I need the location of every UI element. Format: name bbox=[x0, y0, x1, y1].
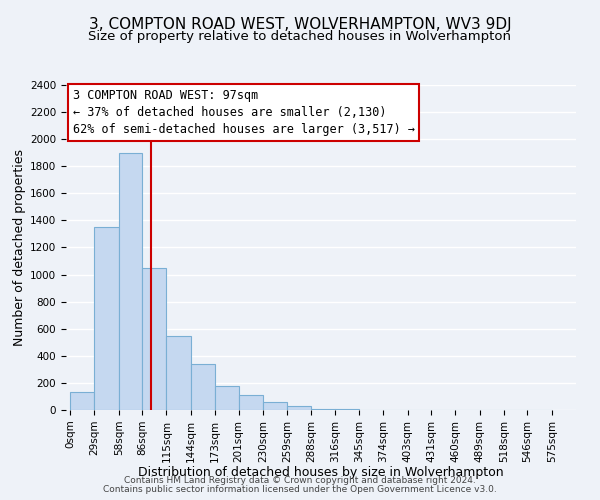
Bar bbox=[263, 402, 287, 410]
Bar bbox=[70, 392, 94, 410]
X-axis label: Distribution of detached houses by size in Wolverhampton: Distribution of detached houses by size … bbox=[138, 466, 504, 479]
Text: Size of property relative to detached houses in Wolverhampton: Size of property relative to detached ho… bbox=[89, 30, 511, 43]
Text: Contains HM Land Registry data © Crown copyright and database right 2024.: Contains HM Land Registry data © Crown c… bbox=[124, 476, 476, 485]
Bar bbox=[166, 336, 191, 410]
Y-axis label: Number of detached properties: Number of detached properties bbox=[13, 149, 26, 346]
Bar bbox=[287, 406, 311, 410]
Bar bbox=[119, 152, 142, 410]
Bar bbox=[239, 395, 263, 410]
Bar bbox=[191, 364, 215, 410]
Text: 3, COMPTON ROAD WEST, WOLVERHAMPTON, WV3 9DJ: 3, COMPTON ROAD WEST, WOLVERHAMPTON, WV3… bbox=[89, 18, 511, 32]
Bar bbox=[142, 268, 166, 410]
Text: 3 COMPTON ROAD WEST: 97sqm
← 37% of detached houses are smaller (2,130)
62% of s: 3 COMPTON ROAD WEST: 97sqm ← 37% of deta… bbox=[73, 89, 415, 136]
Bar bbox=[215, 386, 239, 410]
Text: Contains public sector information licensed under the Open Government Licence v3: Contains public sector information licen… bbox=[103, 485, 497, 494]
Bar bbox=[94, 227, 119, 410]
